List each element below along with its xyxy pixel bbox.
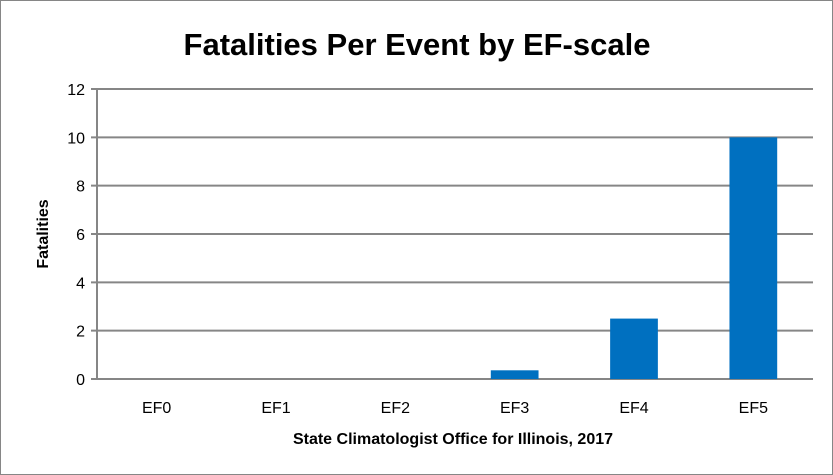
x-tick-label: EF0	[142, 400, 171, 417]
y-tick-label: 10	[67, 130, 85, 147]
y-tick-label: 8	[76, 179, 85, 196]
y-axis-label: Fatalities	[35, 199, 52, 268]
bar-ef5	[729, 137, 778, 379]
x-tick-label: EF5	[739, 400, 768, 417]
y-tick-label: 12	[67, 82, 85, 99]
x-tick-label: EF1	[261, 400, 290, 417]
chart-title: Fatalities Per Event by EF-scale	[184, 27, 651, 62]
x-tick-label: EF2	[381, 400, 410, 417]
y-tick-label: 6	[76, 227, 85, 244]
x-axis-label: State Climatologist Office for Illinois,…	[293, 431, 613, 448]
x-tick-label: EF4	[619, 400, 648, 417]
x-tick-label: EF3	[500, 400, 529, 417]
y-tick-label: 0	[76, 372, 85, 389]
bar-ef3	[490, 370, 539, 379]
bar-ef4	[610, 318, 658, 379]
y-tick-label: 4	[76, 275, 85, 292]
y-tick-label: 2	[76, 324, 85, 341]
